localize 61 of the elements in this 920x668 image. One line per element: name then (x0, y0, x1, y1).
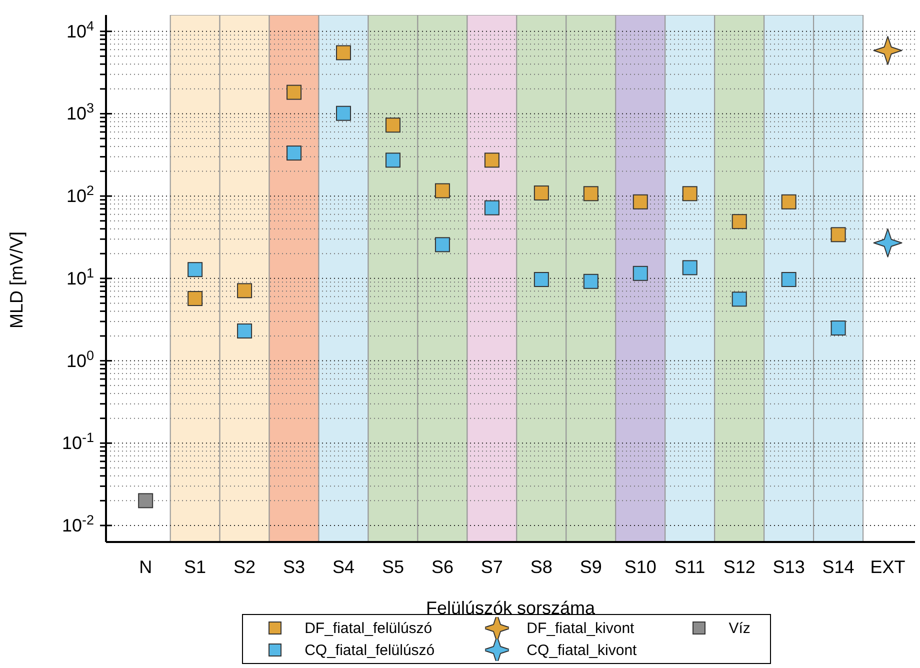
point (434, 183, 450, 198)
x-tick-label: S12 (723, 556, 756, 577)
point (237, 323, 252, 338)
point (682, 186, 698, 202)
x-tick-label: S10 (624, 556, 656, 577)
point (632, 266, 648, 281)
point (336, 45, 352, 60)
point (830, 227, 846, 242)
legend-label: CQ_fiatal_felülúszó (304, 642, 435, 658)
point (781, 272, 796, 288)
point (237, 283, 252, 298)
x-tick-label: S2 (234, 556, 256, 577)
legend-label: CQ_fiatal_kivont (526, 642, 637, 658)
point (484, 152, 500, 168)
x-tick-label: S3 (283, 556, 306, 577)
legend-label: DF_fiatal_kivont (526, 620, 634, 636)
point (286, 146, 302, 161)
y-tick-label: 10$^{0}$ (66, 347, 94, 371)
x-tick-label: S13 (772, 556, 805, 577)
point (138, 493, 154, 508)
point (188, 291, 203, 306)
y-tick-label: 10$^{2}$ (66, 182, 94, 206)
point (534, 272, 549, 288)
point (385, 118, 400, 133)
x-axis-title: Felülúszók sorszáma (426, 598, 596, 618)
x-tick-label: N (139, 556, 152, 577)
y-tick-label: 10$^{1}$ (66, 264, 94, 288)
x-tick-label: S9 (580, 556, 602, 577)
y-tick-label: 10$^{-2}$ (62, 512, 94, 536)
point (385, 152, 400, 168)
y-tick-label: 10$^{3}$ (66, 100, 94, 124)
point (732, 292, 747, 307)
x-tick-label: S1 (184, 556, 206, 577)
x-tick-label: S7 (480, 556, 503, 577)
point (632, 194, 648, 210)
point (534, 185, 549, 200)
x-tick-label: S5 (382, 556, 404, 577)
point (781, 194, 796, 210)
x-tick-label: S6 (431, 556, 454, 577)
point (583, 186, 598, 202)
y-tick-label: 10$^{-1}$ (62, 430, 94, 454)
x-tick-label: S4 (332, 556, 355, 577)
x-tick-label: S8 (530, 556, 552, 577)
y-tick-label: 10$^{4}$ (66, 18, 94, 42)
legend-label: DF_fiatal_felülúszó (304, 620, 432, 636)
x-tick-label: S11 (674, 556, 706, 577)
legend-label: Víz (728, 620, 750, 636)
point (873, 36, 902, 65)
point (873, 228, 902, 258)
point (682, 260, 698, 276)
point (484, 200, 500, 216)
point (188, 262, 203, 278)
x-tick-label: S14 (822, 556, 854, 577)
point (286, 84, 302, 100)
y-axis-title: MLD [mV/V] (6, 231, 26, 328)
point (583, 274, 598, 289)
x-tick-label: EXT (870, 556, 906, 577)
point (732, 214, 747, 230)
point (434, 237, 450, 252)
point (336, 106, 352, 121)
point (830, 320, 846, 336)
